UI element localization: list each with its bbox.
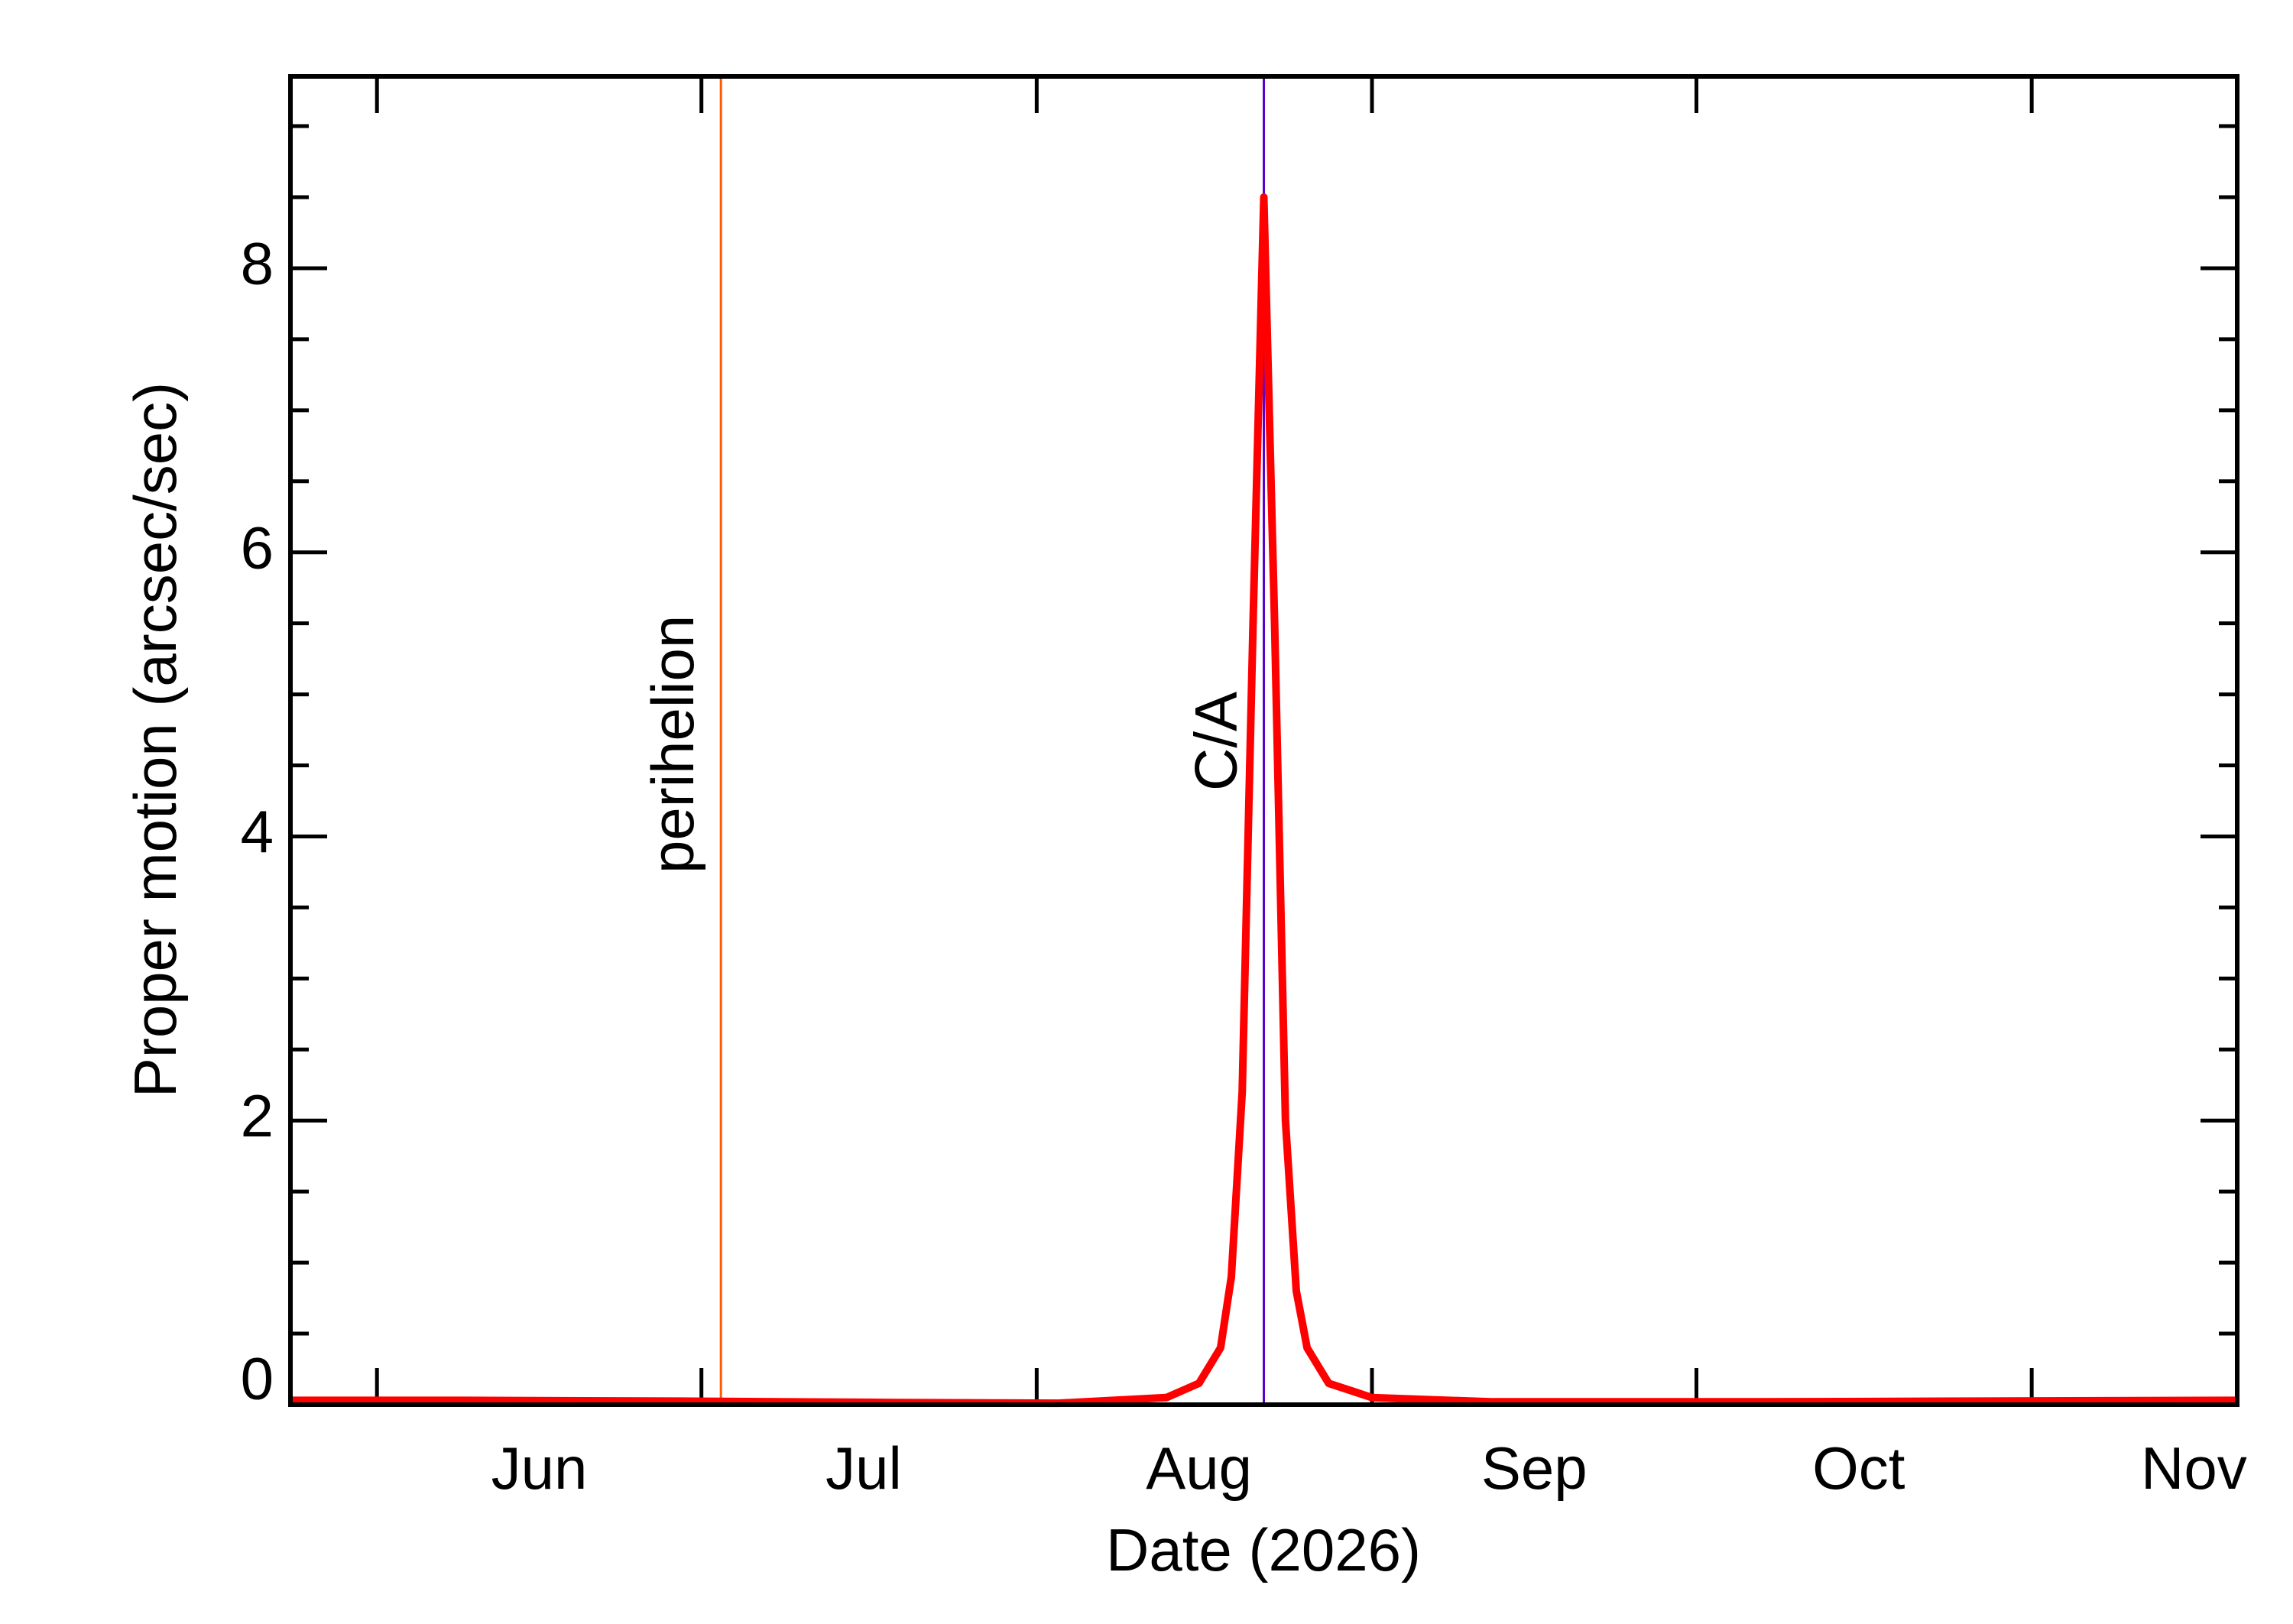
plot-frame <box>288 74 2239 1407</box>
y-tick-label: 0 <box>241 1345 274 1412</box>
x-tick-label: Sep <box>1481 1434 1588 1502</box>
annotation-label: perihelion <box>639 615 706 874</box>
x-tick-label: Jun <box>491 1434 588 1502</box>
y-tick-label: 4 <box>241 798 274 865</box>
x-tick-label: Nov <box>2141 1434 2247 1502</box>
x-tick-label: Jul <box>825 1434 902 1502</box>
x-axis-title: Date (2026) <box>1106 1516 1421 1583</box>
y-tick-label: 8 <box>241 230 274 297</box>
x-tick-label: Aug <box>1146 1434 1252 1502</box>
y-tick-label: 6 <box>241 514 274 581</box>
annotation-label: C/A <box>1182 692 1250 791</box>
x-tick-label: Oct <box>1812 1434 1905 1502</box>
y-axis-title: Proper motion (arcsec/sec) <box>122 382 189 1097</box>
y-tick-label: 2 <box>241 1082 274 1149</box>
